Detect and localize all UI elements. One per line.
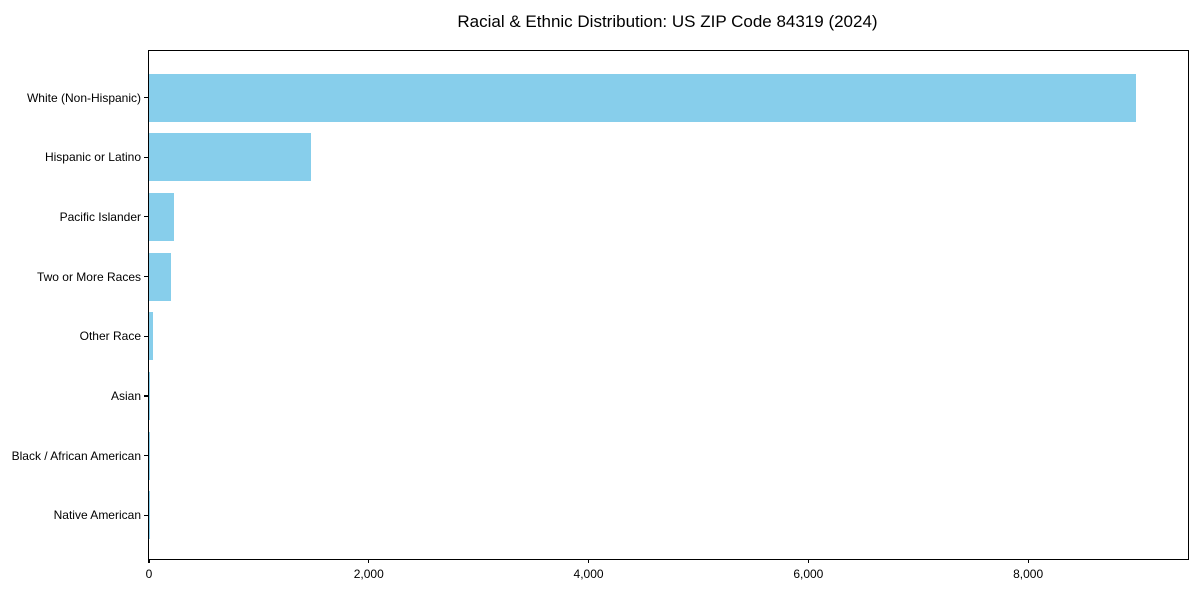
y-tick-label: White (Non-Hispanic)	[26, 90, 141, 105]
bar	[149, 73, 1136, 122]
y-tick-mark	[144, 156, 149, 158]
y-tick-label: Other Race	[79, 329, 141, 344]
x-tick-label: 4,000	[573, 567, 604, 581]
y-tick-mark	[144, 455, 149, 457]
bar	[149, 312, 153, 361]
y-tick-label: Asian	[110, 389, 141, 403]
x-tick-mark	[368, 559, 370, 563]
y-tick-mark	[144, 96, 149, 99]
y-tick-mark	[144, 395, 149, 397]
x-tick-mark	[1027, 559, 1029, 563]
bar	[149, 192, 175, 241]
y-tick-label: Pacific Islander	[59, 209, 141, 224]
y-tick-mark	[144, 276, 149, 278]
y-tick-label: Two or More Races	[36, 269, 141, 284]
x-tick-label: 8,000	[1013, 567, 1044, 581]
x-tick-label: 0	[145, 567, 153, 581]
y-tick-mark	[144, 335, 149, 337]
bar	[149, 252, 171, 301]
y-tick-mark	[144, 216, 149, 218]
x-tick-mark	[148, 559, 150, 563]
x-tick-label: 2,000	[353, 567, 384, 581]
plot-area: White (Non-Hispanic) Hispanic or Latino Pa…	[12, 50, 1189, 581]
y-tick-label: Native American	[53, 508, 141, 523]
bar	[149, 133, 311, 182]
y-tick-label: Black / African American	[11, 448, 141, 463]
x-tick-mark	[807, 559, 809, 563]
y-tick-mark	[144, 514, 149, 516]
chart-title: Racial & Ethnic Distribution: US ZIP Cod…	[457, 12, 878, 31]
y-tick-label: Hispanic or Latino	[44, 150, 141, 165]
bar	[149, 372, 151, 420]
x-tick-mark	[587, 559, 590, 563]
x-tick-label: 6,000	[793, 567, 824, 581]
